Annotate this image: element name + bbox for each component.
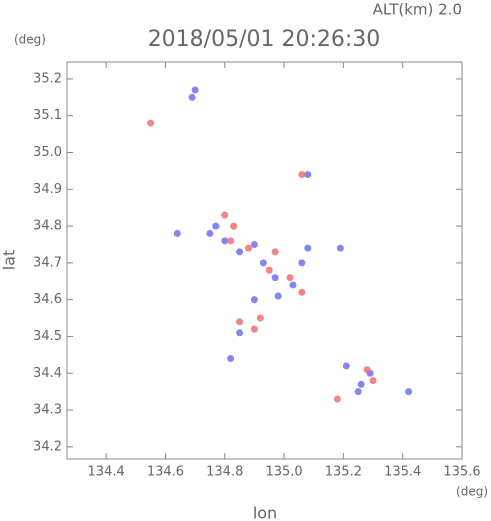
y-tick-label: 34.8 bbox=[33, 219, 62, 234]
x-tick-label: 135.4 bbox=[384, 465, 421, 480]
y-axis-label: lat bbox=[0, 250, 19, 271]
chart-title: 2018/05/01 20:26:30 bbox=[148, 27, 381, 52]
x-unit: (deg) bbox=[456, 485, 488, 499]
echo-point bbox=[147, 119, 155, 127]
echo-point bbox=[289, 281, 297, 289]
echo-point bbox=[250, 325, 258, 333]
echo-point bbox=[333, 395, 341, 403]
y-tick-label: 34.4 bbox=[33, 366, 62, 381]
echo-point bbox=[250, 240, 258, 248]
echo-point bbox=[304, 244, 312, 252]
echo-point bbox=[369, 377, 377, 385]
chart-subtitle: ALT(km) 2.0 bbox=[373, 1, 462, 19]
echo-point bbox=[227, 355, 235, 363]
echo-point bbox=[236, 329, 244, 337]
echo-point bbox=[286, 274, 294, 282]
echo-point bbox=[274, 292, 282, 300]
echo-point bbox=[236, 318, 244, 326]
echo-point bbox=[271, 274, 279, 282]
y-tick-label: 34.9 bbox=[33, 182, 62, 197]
echo-point bbox=[236, 248, 244, 256]
echo-point bbox=[405, 388, 413, 396]
echo-point bbox=[271, 248, 279, 256]
echo-point bbox=[256, 314, 264, 322]
echo-point bbox=[354, 388, 362, 396]
x-tick-label: 134.6 bbox=[147, 465, 184, 480]
y-tick-label: 35.2 bbox=[33, 71, 62, 86]
x-tick-label: 135.6 bbox=[443, 465, 480, 480]
y-tick-label: 35.0 bbox=[33, 145, 62, 160]
echo-point bbox=[298, 171, 306, 179]
echo-point bbox=[173, 229, 181, 237]
echo-point bbox=[221, 211, 229, 219]
echo-point bbox=[265, 266, 273, 274]
y-tick-label: 34.6 bbox=[33, 292, 62, 307]
x-tick-label: 134.8 bbox=[206, 465, 243, 480]
x-axis-label: lon bbox=[253, 504, 277, 521]
echo-point bbox=[363, 366, 371, 374]
echo-point bbox=[188, 93, 196, 101]
plot-frame bbox=[66, 61, 463, 460]
echo-point bbox=[357, 380, 365, 388]
x-tick-label: 135.0 bbox=[265, 465, 302, 480]
y-unit: (deg) bbox=[14, 33, 46, 47]
y-tick-label: 35.1 bbox=[33, 108, 62, 123]
x-tick-label: 135.2 bbox=[325, 465, 362, 480]
echo-point bbox=[206, 229, 214, 237]
echo-point bbox=[250, 296, 258, 304]
echo-point bbox=[342, 362, 350, 370]
echo-point bbox=[227, 237, 235, 245]
y-tick-label: 34.3 bbox=[33, 403, 62, 418]
y-tick-label: 34.2 bbox=[33, 439, 62, 454]
echo-point bbox=[259, 259, 267, 267]
x-tick-label: 134.4 bbox=[88, 465, 125, 480]
echo-point bbox=[336, 244, 344, 252]
echo-point bbox=[230, 222, 238, 230]
echo-point bbox=[298, 288, 306, 296]
echo-point bbox=[212, 222, 220, 230]
y-tick-label: 34.7 bbox=[33, 255, 62, 270]
y-tick-label: 34.5 bbox=[33, 329, 62, 344]
echo-point bbox=[298, 259, 306, 267]
echo-point bbox=[191, 86, 199, 94]
echo-point bbox=[221, 237, 229, 245]
echo-point bbox=[304, 171, 312, 179]
echo-point bbox=[244, 244, 252, 252]
